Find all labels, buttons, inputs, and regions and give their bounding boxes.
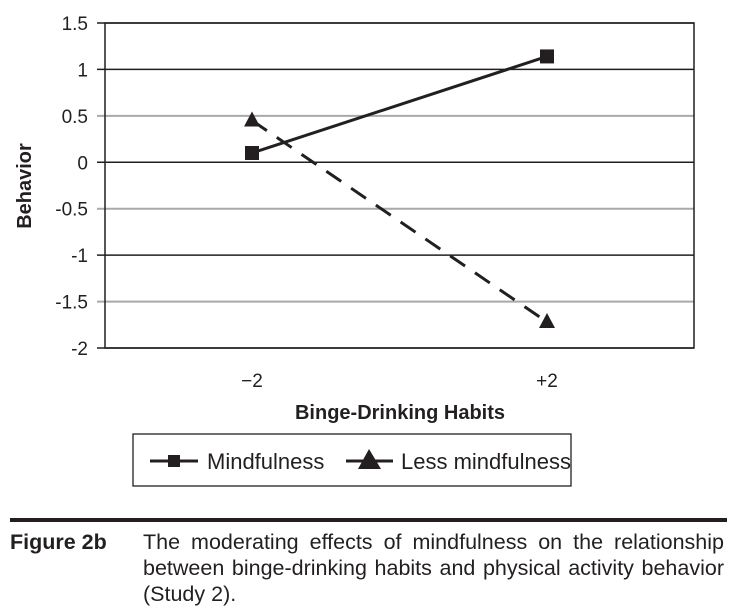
caption-rule	[10, 518, 727, 522]
y-tick-label: 1.5	[62, 14, 88, 35]
legend: Mindfulness Less mindfulness	[132, 433, 572, 487]
data-point-square	[245, 146, 259, 160]
caption-text: The moderating effects of mindfulness on…	[143, 530, 724, 606]
y-tick-label: 1	[77, 60, 88, 81]
series-line-mindfulness	[251, 55, 548, 155]
caption-label: Figure 2b	[10, 530, 107, 554]
legend-triangle-marker-icon	[358, 449, 381, 469]
legend-square-marker-icon	[168, 455, 180, 467]
data-point-square	[540, 49, 554, 64]
y-tick-label: 0	[77, 153, 88, 174]
series-layer	[244, 49, 555, 328]
gridlines	[97, 22, 694, 349]
data-point-triangle	[539, 313, 555, 328]
y-tick-labels: 1.5 1 0.5 0 -0.5 -1 -1.5 -2	[55, 14, 88, 360]
figure-caption: Figure 2b The moderating effects of mind…	[10, 529, 724, 607]
y-axis-label: Behavior	[14, 143, 36, 229]
x-tick-labels: −2 +2	[241, 371, 558, 392]
series-line-less-mindfulness	[251, 119, 548, 324]
y-tick-label: -0.5	[55, 200, 88, 221]
chart: 1.5 1 0.5 0 -0.5 -1 -1.5 -2 −2 +2 Behavior Binge…	[14, 14, 695, 487]
plot-frame	[104, 22, 695, 349]
legend-item-less-mindfulness: Less mindfulness	[346, 449, 571, 474]
data-point-triangle	[244, 111, 260, 127]
legend-label-mindfulness: Mindfulness	[207, 449, 324, 474]
legend-label-less-mindfulness: Less mindfulness	[401, 449, 571, 474]
x-tick-label: +2	[536, 371, 558, 392]
y-tick-label: -1.5	[55, 293, 88, 314]
x-tick-label: −2	[241, 371, 263, 392]
x-axis-label: Binge-Drinking Habits	[295, 402, 505, 424]
y-tick-label: 0.5	[62, 107, 88, 128]
y-tick-label: -2	[71, 339, 88, 360]
y-tick-label: -1	[71, 246, 88, 267]
legend-item-mindfulness: Mindfulness	[150, 449, 324, 474]
